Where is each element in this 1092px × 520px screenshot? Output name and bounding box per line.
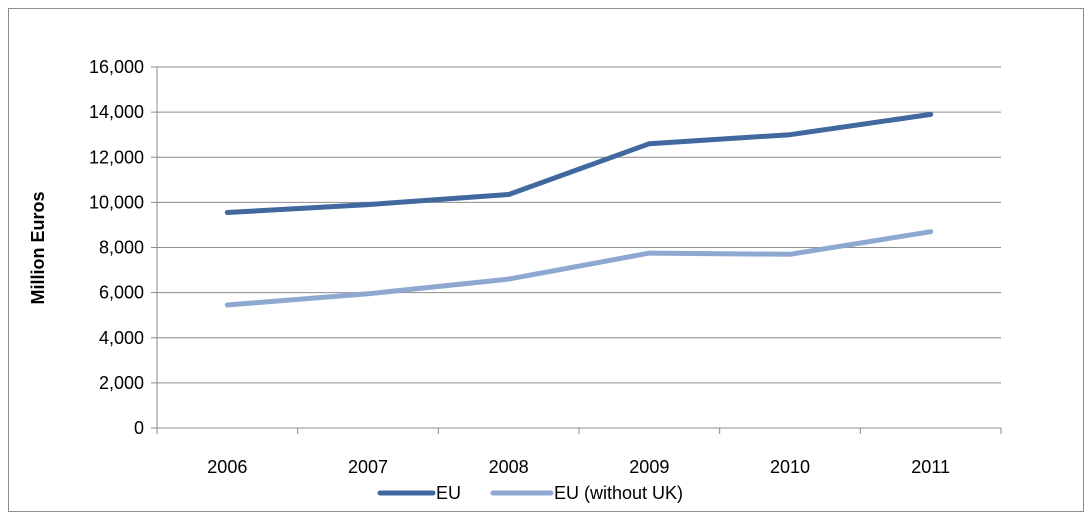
axes <box>151 66 1002 434</box>
y-tick-label: 2,000 <box>99 373 144 393</box>
y-tick-label: 8,000 <box>99 238 144 258</box>
legend: EU EU (without UK) <box>377 483 683 503</box>
x-tick-label: 2006 <box>207 457 247 477</box>
x-axis-tick-labels: 2006 2007 2008 2009 2010 2011 <box>207 457 950 477</box>
x-tick-label: 2011 <box>911 457 950 477</box>
y-axis-title: Million Euros <box>28 191 48 304</box>
x-tick-label: 2008 <box>489 457 529 477</box>
legend-label: EU (without UK) <box>554 483 683 503</box>
series-line-1 <box>224 111 934 215</box>
y-axis-tick-labels: 0 2,000 4,000 6,000 8,000 10,000 12,000 14,000 1… <box>89 57 144 438</box>
x-tick-label: 2010 <box>770 457 810 477</box>
series-line-2 <box>224 229 934 308</box>
legend-label: EU <box>436 483 461 503</box>
y-tick-label: 12,000 <box>89 147 144 167</box>
y-tick-label: 0 <box>134 418 144 438</box>
y-tick-label: 10,000 <box>89 192 144 212</box>
y-tick-label: 6,000 <box>99 283 144 303</box>
series-lines <box>224 111 934 308</box>
y-tick-label: 16,000 <box>89 57 144 77</box>
y-tick-label: 4,000 <box>99 328 144 348</box>
x-tick-label: 2007 <box>348 457 388 477</box>
gridlines <box>157 66 1001 384</box>
x-tick-label: 2009 <box>629 457 669 477</box>
y-tick-label: 14,000 <box>89 102 144 122</box>
